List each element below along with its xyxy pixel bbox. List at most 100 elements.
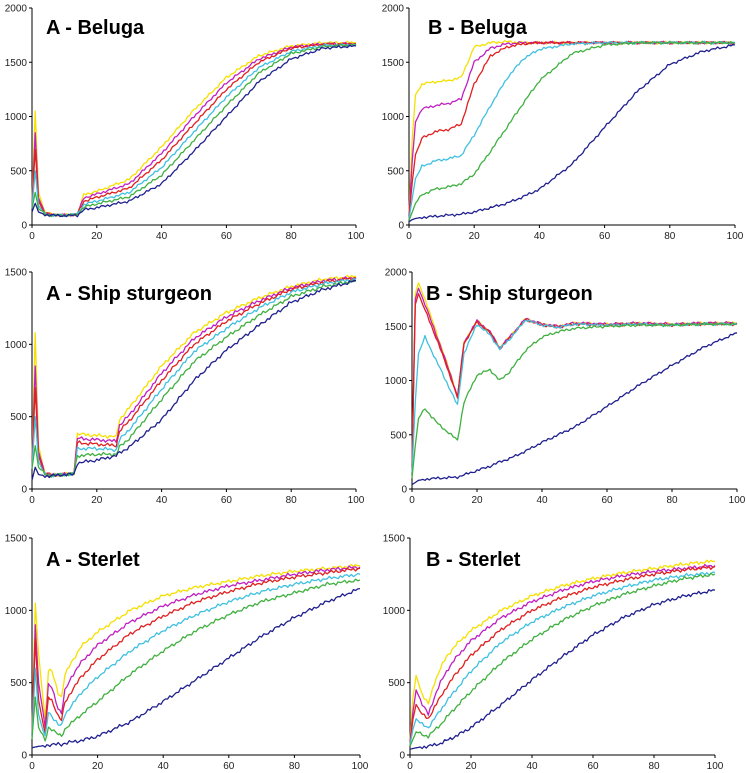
chart-svg: 0 500 1000 1500 0 20 40 60 80 100 A - Sterlet bbox=[5, 534, 369, 773]
x-tick-label: 20 bbox=[469, 231, 481, 242]
y-tick-label: 500 bbox=[390, 430, 407, 441]
series-line-yellow bbox=[31, 563, 361, 734]
chart-title: A - Ship sturgeon bbox=[46, 283, 212, 305]
y-tick-label: 500 bbox=[388, 678, 405, 689]
y-tick-label: 0 bbox=[21, 751, 27, 762]
series-line-green bbox=[411, 321, 738, 479]
series-line-magenta bbox=[409, 563, 716, 743]
y-tick-label: 1500 bbox=[385, 322, 408, 333]
y-tick-label: 1500 bbox=[5, 58, 28, 69]
chart-panel-b-beluga: 0 500 1000 1500 2000 0 20 40 60 80 100 B - Beluga bbox=[373, 0, 746, 257]
series-line-green bbox=[409, 572, 716, 747]
x-tick-label: 60 bbox=[221, 231, 233, 242]
x-tick-label: 80 bbox=[286, 495, 298, 506]
y-tick-label: 0 bbox=[21, 485, 27, 496]
chart-svg: 0 500 1000 1500 2000 0 20 40 60 80 100 B - Beluga bbox=[382, 4, 744, 243]
y-tick-label: 500 bbox=[10, 166, 27, 177]
chart-svg: 0 500 1000 1500 0 20 40 60 80 100 A - Ship sturgeo… bbox=[5, 268, 365, 507]
x-tick-label: 0 bbox=[409, 495, 415, 506]
series-line-yellow bbox=[408, 39, 736, 215]
chart-svg: 0 500 1000 1500 2000 0 20 40 60 80 100 B - Ship stu… bbox=[385, 268, 746, 507]
x-tick-label: 80 bbox=[664, 231, 676, 242]
y-tick-label: 0 bbox=[401, 485, 407, 496]
series-line-yellow bbox=[31, 40, 357, 217]
x-tick-label: 80 bbox=[286, 231, 298, 242]
chart-svg: 0 500 1000 1500 2000 0 20 40 60 80 100 A - Beluga bbox=[5, 4, 365, 243]
chart-title: A - Beluga bbox=[46, 17, 145, 39]
series-line-magenta bbox=[31, 276, 357, 477]
chart-title: A - Sterlet bbox=[46, 549, 140, 571]
x-tick-label: 0 bbox=[29, 231, 35, 242]
series-line-magenta bbox=[31, 565, 361, 735]
series-line-green bbox=[31, 279, 357, 478]
x-tick-label: 60 bbox=[599, 231, 611, 242]
x-tick-label: 80 bbox=[289, 761, 301, 772]
chart-title: B - Sterlet bbox=[426, 549, 521, 571]
y-tick-label: 2000 bbox=[382, 4, 405, 15]
x-tick-label: 20 bbox=[465, 761, 477, 772]
chart-title: B - Beluga bbox=[428, 17, 528, 39]
x-tick-label: 100 bbox=[729, 495, 746, 506]
x-tick-label: 60 bbox=[221, 495, 233, 506]
x-tick-label: 20 bbox=[92, 761, 104, 772]
series-line-cyan bbox=[411, 319, 738, 473]
series-line-blue bbox=[409, 588, 716, 750]
x-tick-label: 40 bbox=[534, 231, 546, 242]
y-tick-label: 1000 bbox=[382, 112, 405, 123]
y-tick-label: 1500 bbox=[382, 58, 405, 69]
chart-svg: 0 500 1000 1500 0 20 40 60 80 100 B - Sterlet bbox=[383, 534, 724, 773]
x-tick-label: 60 bbox=[601, 495, 613, 506]
y-tick-label: 1500 bbox=[5, 268, 28, 279]
series-line-red bbox=[409, 565, 715, 744]
y-tick-label: 1500 bbox=[5, 534, 28, 545]
series-line-blue bbox=[31, 587, 361, 749]
x-tick-label: 40 bbox=[536, 495, 548, 506]
x-tick-label: 100 bbox=[727, 231, 744, 242]
series-line-yellow bbox=[31, 274, 357, 478]
x-tick-label: 60 bbox=[587, 761, 599, 772]
series-line-red bbox=[31, 277, 356, 477]
series-line-red bbox=[31, 42, 357, 217]
y-tick-label: 0 bbox=[398, 221, 404, 232]
x-tick-label: 40 bbox=[158, 761, 170, 772]
x-tick-label: 100 bbox=[348, 495, 365, 506]
chart-panel-b-ship-sturgeon: 0 500 1000 1500 2000 0 20 40 60 80 100 B - Ship stu… bbox=[373, 258, 746, 515]
y-tick-label: 1000 bbox=[5, 112, 28, 123]
x-tick-label: 40 bbox=[156, 495, 168, 506]
series-line-cyan bbox=[409, 571, 716, 746]
x-tick-label: 20 bbox=[91, 495, 103, 506]
series-line-cyan bbox=[31, 277, 357, 478]
x-tick-label: 40 bbox=[156, 231, 168, 242]
series-line-green bbox=[408, 40, 736, 221]
x-tick-label: 100 bbox=[352, 761, 369, 772]
series-line-cyan bbox=[31, 43, 357, 217]
series-line-magenta bbox=[408, 40, 736, 217]
x-tick-label: 20 bbox=[471, 495, 483, 506]
series-line-cyan bbox=[31, 572, 361, 738]
series-line-blue bbox=[31, 279, 357, 481]
y-tick-label: 1000 bbox=[385, 376, 408, 387]
chart-panel-a-beluga: 0 500 1000 1500 2000 0 20 40 60 80 100 A - Beluga bbox=[0, 0, 373, 257]
x-tick-label: 80 bbox=[648, 761, 660, 772]
series-line-green bbox=[31, 578, 361, 742]
series-line-blue bbox=[408, 44, 736, 223]
x-tick-label: 0 bbox=[29, 495, 35, 506]
series-line-red bbox=[408, 40, 736, 219]
series-line-yellow bbox=[409, 559, 716, 741]
x-tick-label: 0 bbox=[407, 761, 413, 772]
x-tick-label: 20 bbox=[91, 231, 103, 242]
y-tick-label: 500 bbox=[10, 412, 27, 423]
y-tick-label: 1000 bbox=[5, 606, 28, 617]
chart-panel-b-sterlet: 0 500 1000 1500 0 20 40 60 80 100 B - Sterlet bbox=[373, 516, 746, 773]
chart-panel-a-sterlet: 0 500 1000 1500 0 20 40 60 80 100 A - Sterlet bbox=[0, 516, 373, 773]
chart-panel-a-ship-sturgeon: 0 500 1000 1500 0 20 40 60 80 100 A - Ship sturgeo… bbox=[0, 258, 373, 515]
y-tick-label: 1000 bbox=[5, 340, 28, 351]
y-tick-label: 0 bbox=[21, 221, 27, 232]
y-tick-label: 1500 bbox=[383, 534, 406, 545]
series-line-magenta bbox=[31, 41, 357, 217]
chart-title: B - Ship sturgeon bbox=[426, 283, 593, 305]
y-tick-label: 2000 bbox=[5, 4, 28, 15]
y-tick-label: 2000 bbox=[385, 268, 408, 279]
series-line-red bbox=[31, 567, 360, 737]
series-line-blue bbox=[411, 332, 738, 486]
